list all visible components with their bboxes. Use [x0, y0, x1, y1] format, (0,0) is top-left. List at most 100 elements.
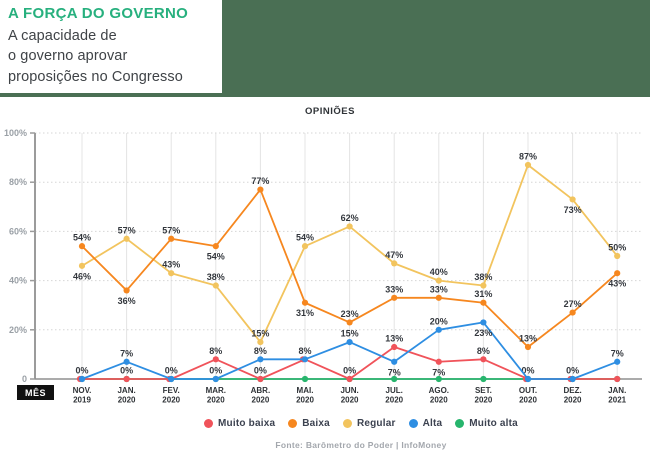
legend-item-baixa[interactable]: Baixa [288, 418, 330, 429]
x-axis-label: JAN. 2021 [608, 386, 627, 405]
data-point-regular[interactable] [212, 282, 219, 289]
point-label-alta: 8% [298, 346, 311, 356]
data-point-alta[interactable] [480, 319, 487, 326]
x-axis-label: MAI. 2020 [296, 386, 314, 405]
data-point-muito-baixa[interactable] [435, 358, 442, 365]
mes-badge-label: MÊS [25, 387, 46, 398]
point-label-baixa: 33% [430, 284, 448, 294]
x-axis-label: NOV. 2019 [73, 386, 92, 405]
data-point-alta[interactable] [391, 358, 398, 365]
data-point-baixa[interactable] [257, 186, 264, 193]
point-label-regular: 46% [73, 271, 91, 281]
point-label-regular: 47% [385, 250, 403, 260]
x-axis-label: ABR. 2020 [251, 386, 271, 405]
data-point-muito-baixa[interactable] [123, 375, 130, 383]
y-axis-tick-label: 80% [9, 177, 27, 187]
data-point-baixa[interactable] [569, 309, 576, 316]
legend-dot-baixa [288, 419, 298, 428]
y-axis-tick-label: 100% [4, 128, 27, 138]
data-point-muito-alta[interactable] [435, 375, 442, 383]
data-point-alta[interactable] [346, 339, 353, 346]
legend-item-muito-alta[interactable]: Muito alta [455, 418, 518, 429]
data-point-regular[interactable] [123, 235, 130, 242]
data-point-baixa[interactable] [480, 299, 487, 306]
point-label-muito-baixa: 13% [385, 334, 403, 344]
legend-dot-alta [408, 419, 418, 428]
data-point-regular[interactable] [78, 262, 86, 269]
data-point-muito-baixa[interactable] [480, 356, 487, 363]
data-point-baixa[interactable] [391, 294, 398, 301]
data-point-regular[interactable] [301, 243, 309, 250]
x-axis-label: FEV. 2020 [162, 386, 180, 405]
point-label-baixa: 57% [162, 225, 180, 235]
x-axis-label: JUN. 2020 [340, 386, 359, 405]
legend-item-muito-baixa[interactable]: Muito baixa [204, 418, 275, 429]
data-point-muito-alta[interactable] [391, 375, 398, 383]
x-axis-label: OUT. 2020 [519, 386, 538, 405]
y-axis-tick-label: 40% [9, 276, 27, 286]
data-point-regular[interactable] [168, 270, 175, 277]
point-label-regular: 54% [296, 233, 314, 243]
data-point-alta[interactable] [123, 358, 130, 365]
x-axis-label: MAR. 2020 [206, 386, 226, 405]
data-point-regular[interactable] [569, 196, 576, 203]
data-point-alta[interactable] [614, 358, 621, 365]
data-point-baixa[interactable] [168, 235, 175, 242]
data-point-regular[interactable] [614, 252, 621, 260]
point-label-muito-baixa: 7% [432, 367, 445, 377]
data-point-regular[interactable] [524, 161, 532, 169]
point-label-alta: 7% [388, 367, 401, 377]
data-point-baixa[interactable] [212, 243, 219, 250]
data-point-regular[interactable] [480, 282, 487, 289]
data-point-baixa[interactable] [524, 343, 532, 351]
point-label-alta: 23% [474, 328, 492, 338]
data-point-regular[interactable] [346, 223, 353, 230]
legend-label-regular: Regular [356, 418, 396, 429]
data-point-alta[interactable] [212, 375, 219, 383]
legend-label-alta: Alta [422, 418, 443, 429]
data-point-alta[interactable] [435, 326, 442, 333]
data-point-baixa[interactable] [614, 270, 621, 277]
legend-item-alta[interactable]: Alta [408, 418, 443, 429]
data-point-regular[interactable] [435, 277, 442, 284]
legend-item-regular[interactable]: Regular [342, 418, 396, 429]
data-point-baixa[interactable] [123, 287, 130, 294]
point-label-baixa: 31% [296, 308, 314, 318]
page-subtitle: A capacidade de o governo aprovar propos… [8, 27, 183, 85]
data-point-alta[interactable] [257, 356, 264, 363]
data-point-muito-baixa[interactable] [257, 375, 264, 383]
data-point-baixa[interactable] [301, 299, 309, 306]
data-point-alta[interactable] [168, 375, 175, 383]
legend-dot-muito-baixa [204, 419, 214, 428]
point-label-alta: 15% [341, 329, 359, 339]
data-point-alta[interactable] [301, 356, 309, 363]
data-point-muito-baixa[interactable] [391, 343, 398, 351]
header-card: A FORÇA DO GOVERNO A capacidade de o gov… [0, 0, 222, 93]
data-point-alta[interactable] [78, 375, 86, 383]
mes-badge [17, 385, 54, 400]
data-point-regular[interactable] [391, 260, 398, 267]
data-point-muito-baixa[interactable] [346, 375, 353, 383]
data-point-muito-alta[interactable] [480, 375, 487, 383]
chart-legend: Muito baixa Baixa Regular Alta Muito alta [36, 418, 650, 429]
x-axis-label: SET. 2020 [475, 386, 493, 405]
x-axis-label: DEZ. 2020 [563, 386, 582, 405]
data-point-muito-baixa[interactable] [614, 375, 621, 383]
data-point-alta[interactable] [569, 375, 576, 383]
point-label-baixa: 54% [73, 233, 91, 243]
point-label-baixa: 23% [341, 309, 359, 319]
y-axis-tick-label: 60% [9, 226, 27, 236]
point-label-muito-baixa: 0% [165, 366, 178, 376]
point-label-muito-baixa: 8% [209, 346, 222, 356]
data-point-muito-baixa[interactable] [212, 356, 219, 363]
data-point-muito-alta[interactable] [301, 375, 309, 383]
data-point-regular[interactable] [257, 339, 264, 346]
point-label-muito-baixa: 0% [120, 366, 133, 376]
data-point-alta[interactable] [524, 375, 532, 383]
data-point-baixa[interactable] [78, 243, 86, 250]
data-point-baixa[interactable] [435, 294, 442, 301]
chart-title: OPINIÕES [305, 106, 355, 117]
data-point-baixa[interactable] [346, 319, 353, 326]
x-axis-label: JAN. 2020 [117, 386, 136, 405]
point-label-alta: 8% [254, 346, 267, 356]
